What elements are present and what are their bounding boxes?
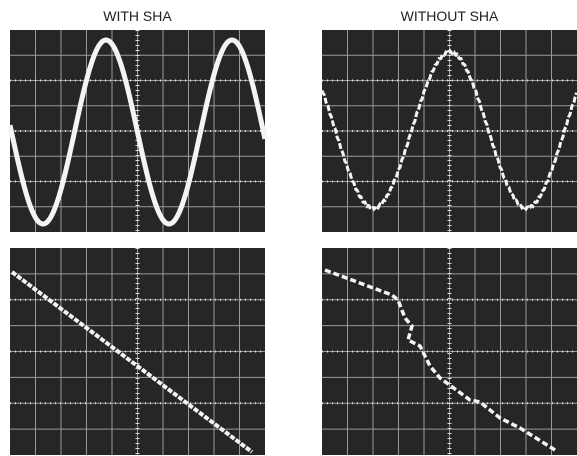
panel-title: WITH SHA [103, 8, 172, 24]
panel-title: WITHOUT SHA [400, 8, 499, 24]
ramp-trace [324, 268, 556, 452]
waveform [7, 37, 268, 227]
waveform [320, 48, 577, 212]
ramp-trace [10, 270, 254, 454]
